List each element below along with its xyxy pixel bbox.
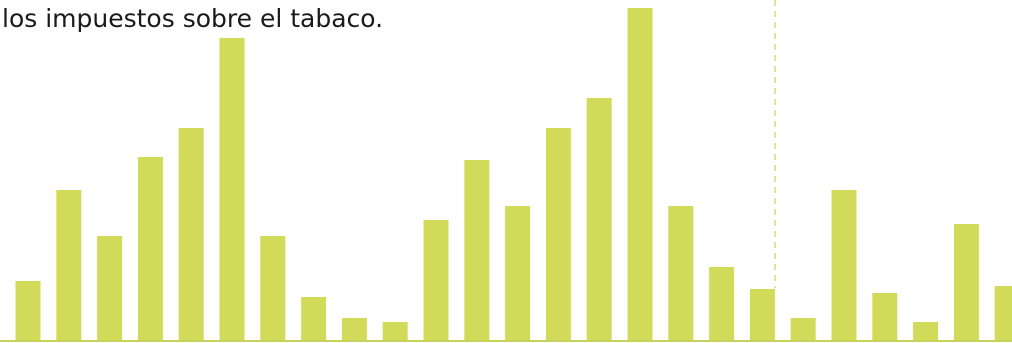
bar xyxy=(709,267,735,340)
bar xyxy=(219,38,245,340)
bar xyxy=(505,206,531,340)
bar xyxy=(137,157,163,340)
bar xyxy=(586,98,612,340)
bar xyxy=(872,293,898,340)
bar xyxy=(545,128,571,340)
bar xyxy=(749,289,775,340)
bar xyxy=(831,190,857,340)
bar xyxy=(790,318,816,340)
bar xyxy=(423,220,449,340)
bar xyxy=(301,297,327,340)
bar xyxy=(668,206,694,340)
bar xyxy=(56,190,82,340)
bar xyxy=(913,322,939,340)
bar xyxy=(464,160,490,340)
bar xyxy=(15,281,41,340)
caption: los impuestos sobre el tabaco. xyxy=(2,4,383,33)
bar xyxy=(97,236,123,340)
bar xyxy=(994,286,1012,340)
bar xyxy=(341,318,367,340)
bar xyxy=(627,8,653,340)
bar xyxy=(178,128,204,340)
bar xyxy=(953,224,979,340)
bar xyxy=(260,236,286,340)
bar xyxy=(382,322,408,340)
